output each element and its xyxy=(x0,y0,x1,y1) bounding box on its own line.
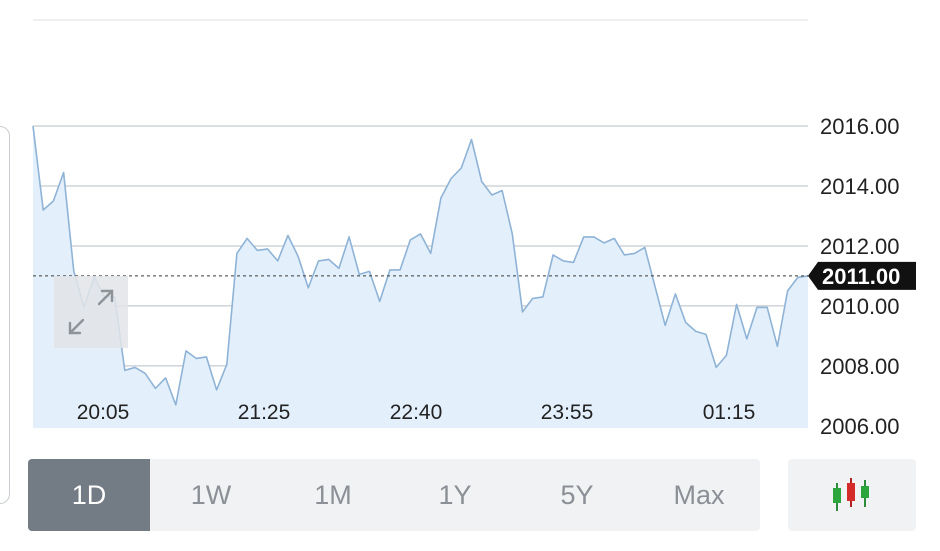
x-axis-ticks: 20:05 21:25 22:40 23:55 01:15 xyxy=(77,401,756,424)
price-line xyxy=(32,125,809,406)
x-tick-label: 23:55 xyxy=(541,401,594,424)
current-price-label: 2011.00 xyxy=(808,261,916,290)
y-tick-label: 2014.00 xyxy=(820,174,900,199)
tab-5y[interactable]: 5Y xyxy=(560,479,594,510)
y-tick-label: 2008.00 xyxy=(820,354,900,379)
x-tick-label: 01:15 xyxy=(703,401,756,424)
tab-1w[interactable]: 1W xyxy=(190,479,232,510)
y-tick-label: 2016.00 xyxy=(820,114,900,139)
area-fill xyxy=(33,126,808,428)
tab-1y[interactable]: 1Y xyxy=(438,479,472,510)
y-axis-ticks: 2016.00 2014.00 2012.00 2010.00 2008.00 2006.… xyxy=(820,114,900,439)
expand-chart-button[interactable] xyxy=(54,276,128,348)
chart-type-button[interactable] xyxy=(788,459,916,531)
tab-1m[interactable]: 1M xyxy=(314,479,352,510)
price-chart: 2016.00 2014.00 2012.00 2010.00 2008.00 2006.… xyxy=(32,19,916,439)
current-price-label-text: 2011.00 xyxy=(822,264,900,289)
expand-arrows-icon xyxy=(68,289,114,335)
y-tick-label: 2006.00 xyxy=(820,414,900,439)
candlestick-icon xyxy=(833,478,869,511)
range-tabs: 1D 1W 1M 1Y 5Y Max xyxy=(28,459,760,531)
y-tick-label: 2012.00 xyxy=(820,234,900,259)
current-price-label-bg xyxy=(808,261,916,290)
x-tick-label: 22:40 xyxy=(390,401,443,424)
tab-max[interactable]: Max xyxy=(673,479,725,510)
x-tick-label: 20:05 xyxy=(77,401,130,424)
x-tick-label: 21:25 xyxy=(238,401,291,424)
tab-1d[interactable]: 1D xyxy=(28,459,150,531)
y-tick-label: 2010.00 xyxy=(820,294,900,319)
